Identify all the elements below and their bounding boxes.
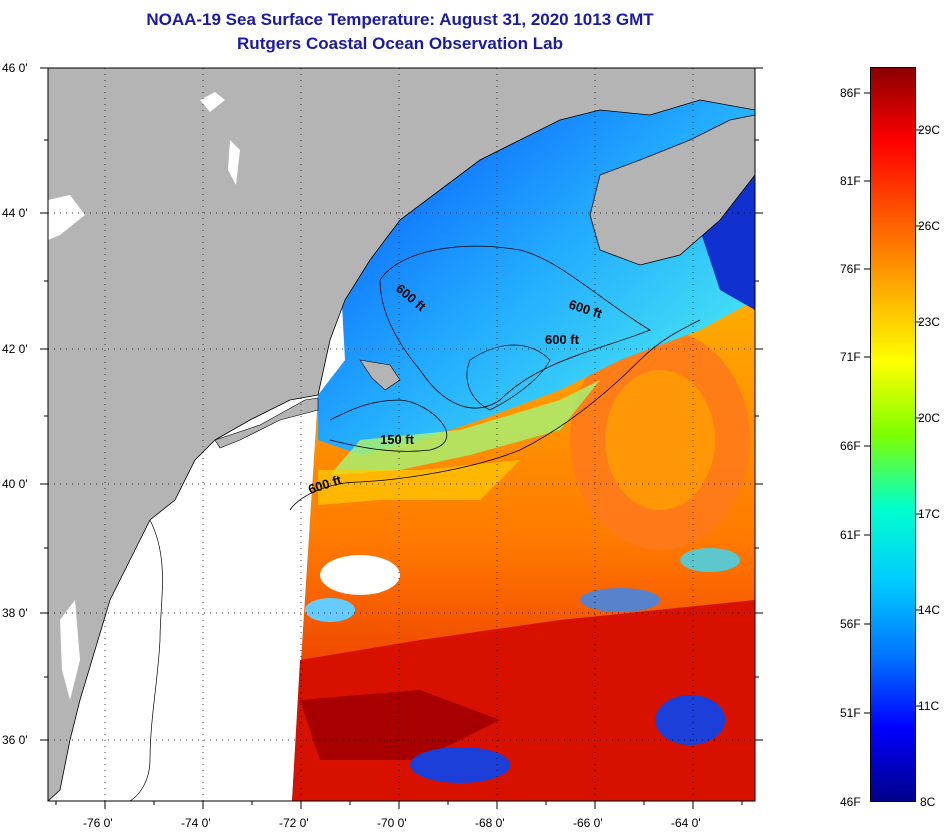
- colorbar-c-label: 26C: [918, 219, 941, 233]
- colorbar-f-label: 81F: [840, 174, 861, 188]
- lat-label: 44 0': [2, 206, 28, 220]
- lat-ticks: [40, 67, 763, 741]
- temperature-colorbar: [870, 67, 916, 802]
- colorbar-f-label: 56F: [840, 617, 861, 631]
- colorbar-ticks: [864, 92, 922, 714]
- contour-600ft-shelf: [289, 319, 701, 511]
- contour-600ft-gulf-of-maine: [379, 245, 651, 409]
- lon-label: -74 0': [181, 816, 211, 830]
- colorbar-c-label: 23C: [918, 315, 941, 329]
- colorbar-f-label: 51F: [840, 706, 861, 720]
- lat-label: 42 0': [2, 342, 28, 356]
- lat-label: 36 0': [2, 733, 28, 747]
- lon-label: -72 0': [279, 816, 309, 830]
- lon-label: -64 0': [671, 816, 701, 830]
- colorbar-f-label: 86F: [840, 86, 861, 100]
- colorbar-c-label: 11C: [918, 699, 940, 713]
- colorbar-f-label: 66F: [840, 439, 861, 453]
- lon-label: -70 0': [377, 816, 407, 830]
- land-mass-us: [48, 68, 755, 801]
- colorbar-c-label: 17C: [918, 507, 941, 521]
- land-mass-nova-scotia: [589, 114, 755, 266]
- contour-label: 150 ft: [380, 432, 415, 447]
- lat-label: 40 0': [2, 477, 28, 491]
- colorbar-c-label: 8C: [920, 795, 936, 809]
- colorbar-f-label: 71F: [840, 350, 861, 364]
- map-frame: [47, 67, 756, 802]
- colorbar-f-label: 76F: [840, 262, 861, 276]
- lat-label: 38 0': [2, 606, 28, 620]
- map-title: NOAA-19 Sea Surface Temperature: August …: [146, 10, 654, 29]
- lat-label: 46 0': [2, 61, 28, 75]
- colorbar-f-label: 61F: [840, 528, 861, 542]
- graticule: [48, 68, 755, 801]
- lon-label: -66 0': [573, 816, 603, 830]
- colorbar-c-label: 29C: [918, 123, 941, 137]
- colorbar-c-label: 20C: [918, 411, 941, 425]
- map-subtitle: Rutgers Coastal Ocean Observation Lab: [237, 34, 563, 53]
- lon-label: -76 0': [83, 816, 113, 830]
- lon-ticks: [55, 801, 743, 809]
- contour-label: 600 ft: [545, 332, 580, 347]
- contour-150ft: [329, 399, 448, 452]
- land-long-island: [214, 397, 319, 449]
- cloud-patch: [320, 555, 400, 595]
- colorbar-f-label: 46F: [840, 795, 861, 809]
- colorbar-c-label: 14C: [918, 603, 941, 617]
- lon-label: -68 0': [475, 816, 505, 830]
